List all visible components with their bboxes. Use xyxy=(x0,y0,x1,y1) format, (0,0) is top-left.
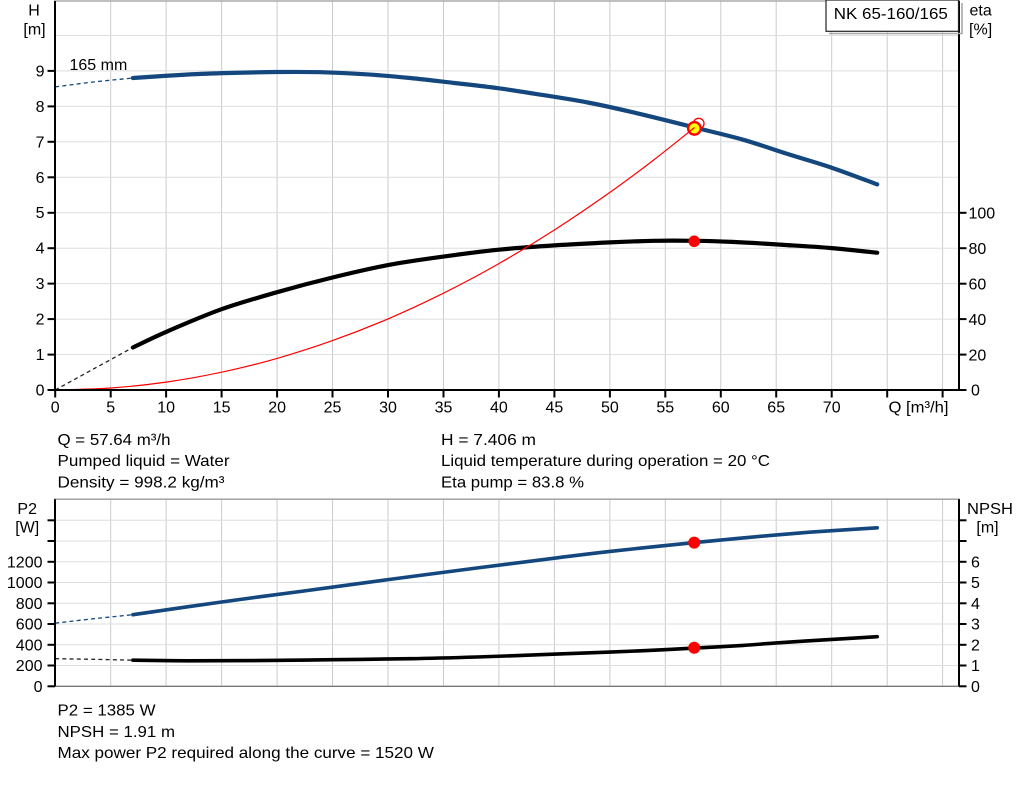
svg-text:40: 40 xyxy=(969,312,987,329)
svg-text:H: H xyxy=(28,2,40,19)
svg-text:0: 0 xyxy=(971,679,980,696)
svg-text:4: 4 xyxy=(36,241,45,258)
svg-text:5: 5 xyxy=(36,205,45,222)
svg-text:20: 20 xyxy=(969,347,987,364)
svg-text:3: 3 xyxy=(971,617,980,634)
svg-text:H = 7.406 m: H = 7.406 m xyxy=(441,432,536,449)
svg-text:4: 4 xyxy=(971,596,980,613)
svg-text:[m]: [m] xyxy=(976,520,998,537)
svg-text:60: 60 xyxy=(712,400,730,417)
svg-text:65: 65 xyxy=(767,400,785,417)
svg-text:50: 50 xyxy=(601,400,619,417)
svg-text:[%]: [%] xyxy=(969,22,992,39)
svg-text:6: 6 xyxy=(36,170,45,187)
svg-text:400: 400 xyxy=(16,637,43,654)
svg-text:[m]: [m] xyxy=(23,22,45,39)
svg-text:7: 7 xyxy=(36,134,45,151)
svg-text:NK 65-160/165: NK 65-160/165 xyxy=(834,6,948,23)
svg-text:30: 30 xyxy=(379,400,397,417)
svg-text:165 mm: 165 mm xyxy=(70,57,128,74)
svg-text:600: 600 xyxy=(16,617,43,634)
svg-text:Liquid temperature during oper: Liquid temperature during operation = 20… xyxy=(441,453,770,470)
svg-text:NPSH = 1.91 m: NPSH = 1.91 m xyxy=(58,724,176,741)
svg-text:[W]: [W] xyxy=(15,520,39,537)
svg-text:40: 40 xyxy=(490,400,508,417)
svg-text:P2 = 1385 W: P2 = 1385 W xyxy=(58,702,157,719)
svg-text:10: 10 xyxy=(157,400,175,417)
svg-text:70: 70 xyxy=(823,400,841,417)
svg-text:Pumped liquid = Water: Pumped liquid = Water xyxy=(58,453,231,470)
svg-text:eta: eta xyxy=(969,2,991,19)
svg-text:0: 0 xyxy=(34,679,43,696)
svg-text:80: 80 xyxy=(969,241,987,258)
svg-text:5: 5 xyxy=(971,575,980,592)
svg-text:2: 2 xyxy=(36,312,45,329)
svg-text:20: 20 xyxy=(268,400,286,417)
svg-text:Q = 57.64 m³/h: Q = 57.64 m³/h xyxy=(58,432,171,449)
svg-text:45: 45 xyxy=(546,400,564,417)
svg-text:2: 2 xyxy=(971,637,980,654)
svg-text:5: 5 xyxy=(106,400,115,417)
svg-text:200: 200 xyxy=(16,658,43,675)
svg-text:Density = 998.2 kg/m³: Density = 998.2 kg/m³ xyxy=(58,475,226,492)
svg-text:0: 0 xyxy=(36,383,45,400)
svg-text:1000: 1000 xyxy=(7,575,43,592)
svg-text:60: 60 xyxy=(969,276,987,293)
svg-text:9: 9 xyxy=(36,63,45,80)
svg-text:15: 15 xyxy=(213,400,231,417)
svg-text:Max power P2 required along th: Max power P2 required along the curve = … xyxy=(58,745,435,762)
svg-text:P2: P2 xyxy=(17,501,37,518)
svg-text:25: 25 xyxy=(324,400,342,417)
svg-text:1200: 1200 xyxy=(7,554,43,571)
svg-text:6: 6 xyxy=(971,554,980,571)
svg-text:55: 55 xyxy=(656,400,674,417)
svg-text:1: 1 xyxy=(36,347,45,364)
svg-text:8: 8 xyxy=(36,99,45,116)
svg-text:0: 0 xyxy=(51,400,60,417)
svg-text:1: 1 xyxy=(971,658,980,675)
svg-text:800: 800 xyxy=(16,596,43,613)
svg-text:0: 0 xyxy=(971,383,980,400)
svg-text:Eta pump = 83.8 %: Eta pump = 83.8 % xyxy=(441,475,584,492)
svg-text:3: 3 xyxy=(36,276,45,293)
svg-text:NPSH: NPSH xyxy=(967,501,1013,518)
svg-text:35: 35 xyxy=(435,400,453,417)
svg-text:100: 100 xyxy=(969,206,996,223)
svg-text:Q [m³/h]: Q [m³/h] xyxy=(889,400,949,417)
